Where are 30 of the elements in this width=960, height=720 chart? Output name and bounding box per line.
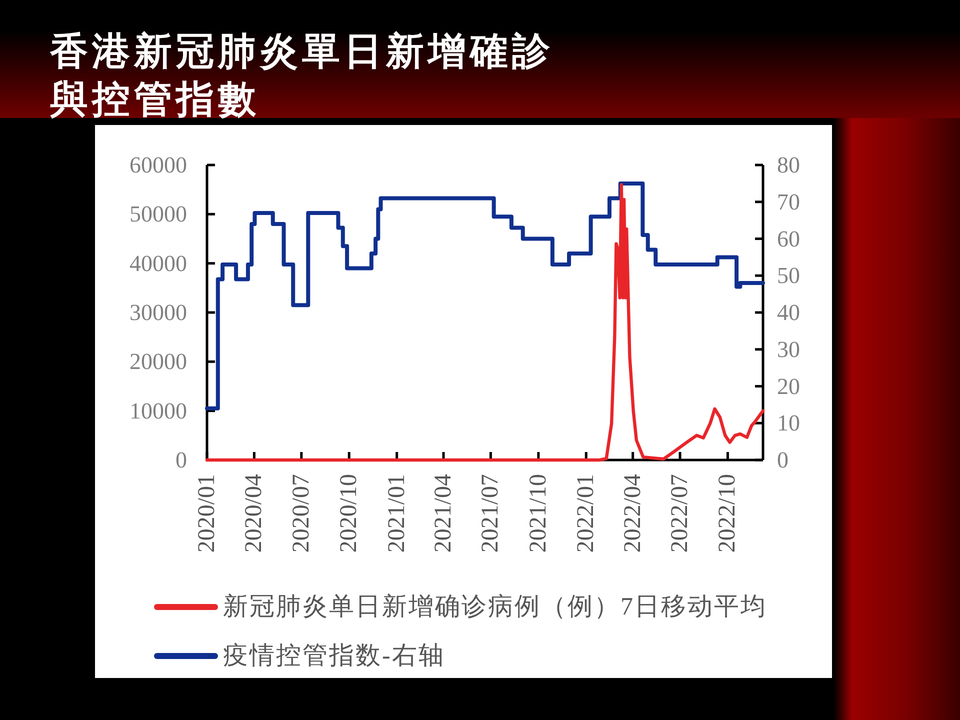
y2-tick-label: 0 — [777, 448, 788, 472]
x-tick-label: 2022/04 — [620, 474, 646, 553]
y2-tick-label: 70 — [777, 189, 800, 214]
x-tick-label: 2020/01 — [194, 474, 220, 553]
y2-tick-label: 20 — [777, 374, 800, 399]
y-tick-label: 20000 — [130, 349, 187, 374]
x-tick-label: 2020/07 — [288, 474, 314, 553]
x-tick-label: 2022/10 — [714, 474, 741, 553]
x-tick-label: 2021/10 — [525, 474, 552, 553]
y-tick-label: 50000 — [130, 202, 187, 227]
x-tick-label: 2021/04 — [430, 474, 457, 553]
y2-tick-label: 30 — [777, 336, 800, 362]
x-tick-label: 2020/10 — [336, 474, 362, 553]
x-tick-label: 2020/04 — [241, 474, 268, 553]
y-tick-label: 30000 — [130, 300, 187, 325]
x-tick-label: 2022/07 — [667, 474, 694, 553]
chart-title: 香港新冠肺炎單日新增確診與控管指數 — [49, 31, 554, 121]
legend-label: 疫情控管指数-右轴 — [223, 642, 445, 670]
y2-tick-label: 40 — [777, 300, 800, 325]
y2-tick-label: 50 — [777, 263, 800, 288]
y2-tick-label: 80 — [777, 152, 800, 178]
y-tick-label: 0 — [176, 448, 187, 472]
y-tick-label: 40000 — [130, 250, 187, 276]
y2-tick-label: 60 — [777, 226, 800, 252]
x-tick-label: 2021/01 — [384, 474, 410, 553]
y2-tick-label: 10 — [777, 410, 800, 436]
y-tick-label: 10000 — [130, 398, 187, 424]
x-tick-label: 2021/07 — [478, 474, 504, 553]
y-tick-label: 60000 — [130, 152, 187, 178]
x-tick-label: 2022/01 — [573, 474, 600, 553]
